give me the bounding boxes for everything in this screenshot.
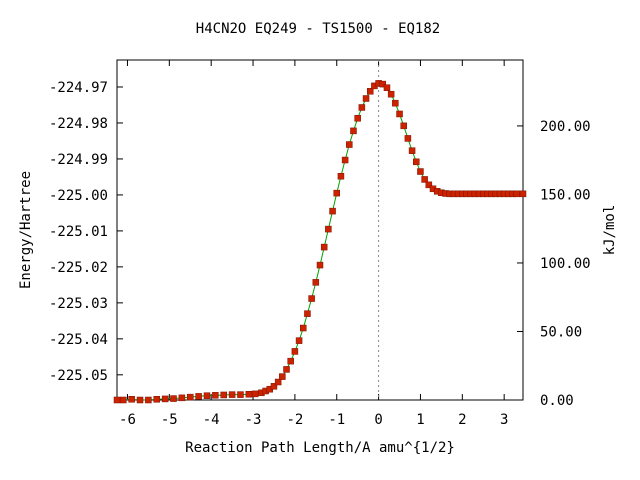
data-point [170,395,177,402]
y-tick-label: -225.00 [49,188,108,204]
x-tick-label: 0 [374,412,382,428]
x-tick-label: -4 [203,412,220,428]
data-point [161,395,169,403]
data-point [312,279,320,286]
y-tick-label: -224.98 [49,116,108,132]
data-point [128,396,135,403]
data-point [287,357,294,365]
data-point [228,391,236,398]
data-point [408,147,416,154]
x-tick-label: 2 [458,412,466,428]
data-point [383,84,391,91]
data-point [341,156,349,164]
data-point [203,392,211,399]
data-point [187,393,194,401]
energy-profile-points [113,80,527,404]
data-point [358,104,366,111]
y-tick-label: -224.99 [49,152,108,168]
data-point [304,310,311,317]
data-point [337,172,345,180]
x-tick-label: -5 [161,412,178,428]
y2-tick-label: 150.00 [540,187,591,203]
y2-tick-label: 100.00 [540,256,591,272]
y-tick-label: -225.03 [49,296,108,312]
data-point [178,394,186,402]
data-point [396,110,403,118]
data-point [425,181,433,189]
y2-tick-label: 50.00 [540,324,582,340]
y2-axis-title: kJ/mol [602,205,618,256]
data-point [417,168,424,175]
data-point [392,99,399,107]
data-point [400,122,407,130]
data-point [379,80,387,88]
data-point [350,127,357,135]
y-axis-title: Energy/Hartree [18,171,34,289]
data-point [251,390,259,398]
y-tick-label: -225.05 [49,368,108,384]
x-tick-label: -1 [328,412,345,428]
data-point [421,176,428,183]
data-point [270,383,278,390]
x-tick-label: 3 [500,412,508,428]
plot-frame [116,59,524,401]
data-point [362,95,370,102]
data-point [413,158,420,166]
data-point [404,135,412,142]
data-point [283,366,290,373]
y2-axis-ticks: 0.00 50.00 100.00 150.00 200.00 [517,119,591,409]
y-axis-ticks: -224.97 -224.98 -224.99 -225.00 -225.01 -225.… [49,80,123,384]
data-point [237,391,244,398]
data-point [291,348,299,355]
data-point [195,393,202,400]
data-point [279,373,286,380]
data-point [387,90,395,98]
data-point [325,225,332,233]
data-point [145,396,152,404]
y2-tick-label: 200.00 [540,119,591,135]
data-point [366,88,374,95]
data-point [513,190,520,198]
data-point [519,190,527,198]
data-point [136,396,144,404]
data-point [212,392,219,399]
data-point [316,261,324,269]
data-point [333,189,340,197]
y2-tick-label: 0.00 [540,393,574,409]
chart-title: H4CN2O EQ249 - TS1500 - EQ182 [196,21,440,37]
data-point [300,324,307,332]
data-point [153,396,161,403]
data-point [274,378,282,386]
x-axis-title: Reaction Path Length/A amu^{1/2} [185,440,455,456]
data-point [120,396,127,404]
data-point [295,337,303,344]
y-tick-label: -225.02 [49,260,108,276]
y-tick-label: -225.01 [49,224,108,240]
x-tick-label: -6 [119,412,136,428]
data-point [354,115,361,122]
x-tick-label: -2 [286,412,303,428]
data-point [320,243,328,251]
data-point [113,396,121,404]
x-tick-label: 1 [416,412,424,428]
x-tick-label: -3 [245,412,262,428]
data-point [245,390,253,398]
data-point [346,141,353,148]
data-point [308,295,315,302]
y-tick-label: -224.97 [49,80,108,96]
y-tick-label: -225.04 [49,332,108,348]
data-point [220,391,227,399]
data-point [329,207,336,215]
